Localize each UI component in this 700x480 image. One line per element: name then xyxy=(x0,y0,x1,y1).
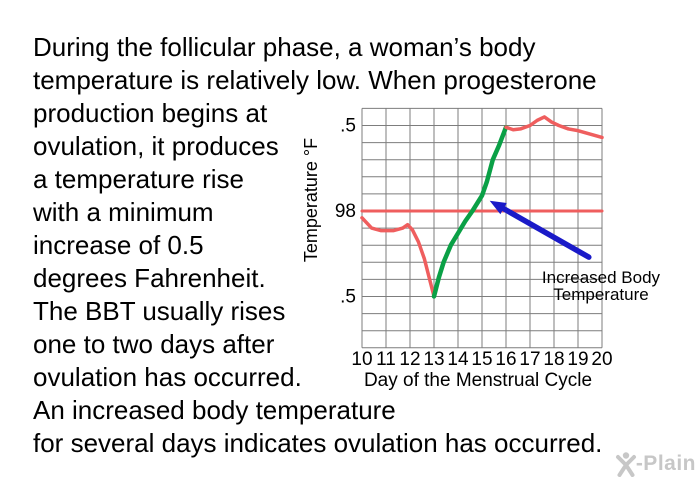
body-text: During the follicular phase, a woman’s b… xyxy=(33,31,602,460)
y-axis-title: Temperature °F xyxy=(301,138,321,262)
paragraph-line: degrees Fahrenheit. xyxy=(33,263,266,293)
paragraph-line: a temperature rise xyxy=(33,164,244,194)
x-tick-label: 13 xyxy=(423,349,444,370)
y-tick-label: .5 xyxy=(340,287,356,308)
paragraph-line: ovulation, it produces xyxy=(33,131,279,161)
bbt-chart: 10 11 12 13 14 15 16 17 18 19 20 .5 98 .5 Day of the … xyxy=(301,107,661,391)
x-plain-logo-icon xyxy=(615,452,636,477)
y-tick-label: .5 xyxy=(340,116,356,137)
paragraph-line: increase of 0.5 xyxy=(33,230,204,260)
annotation-label-line1: Increased Body xyxy=(542,268,661,287)
series-follicular-phase-temperature xyxy=(360,216,436,299)
x-tick-label: 19 xyxy=(567,349,588,370)
paragraph-line: During the follicular phase, a woman’s b… xyxy=(33,32,536,62)
paragraph-line: ovulation has occurred. xyxy=(33,362,302,392)
watermark: -Plain xyxy=(614,451,696,477)
series-ovulation-temperature-rise xyxy=(431,124,509,299)
paragraph-line: The BBT usually rises xyxy=(33,296,286,326)
x-tick-label: 15 xyxy=(471,349,492,370)
x-tick-label: 20 xyxy=(591,349,612,370)
chart-ticks: 10 11 12 13 14 15 16 17 18 19 20 .5 98 .5 xyxy=(335,116,613,371)
x-axis-title: Day of the Menstrual Cycle xyxy=(364,370,592,391)
annotation-label-line2: Temperature xyxy=(553,285,648,304)
x-tick-label: 16 xyxy=(495,349,516,370)
watermark-label: -Plain xyxy=(635,452,696,475)
annotation-arrow xyxy=(489,200,592,260)
paragraph-line: for several days indicates ovulation has… xyxy=(33,428,603,458)
x-tick-label: 18 xyxy=(543,349,564,370)
paragraph-line: An increased body temperature xyxy=(33,395,396,425)
chart-series xyxy=(360,115,604,299)
x-tick-label: 14 xyxy=(447,349,469,370)
x-tick-label: 11 xyxy=(376,349,396,370)
paragraph-line: with a minimum xyxy=(33,197,214,227)
x-tick-label: 12 xyxy=(399,349,420,370)
paragraph-line: one to two days after xyxy=(33,329,275,359)
x-tick-label: 17 xyxy=(519,349,540,370)
series-post-ovulation-temperature xyxy=(504,115,604,140)
arrow-head xyxy=(489,200,507,215)
y-tick-label: 98 xyxy=(335,201,356,222)
paragraph-line: temperature is relatively low. When prog… xyxy=(33,65,597,95)
x-tick-label: 10 xyxy=(351,349,372,370)
arrow-shaft xyxy=(500,205,592,260)
paragraph-line: production begins at xyxy=(33,98,268,128)
